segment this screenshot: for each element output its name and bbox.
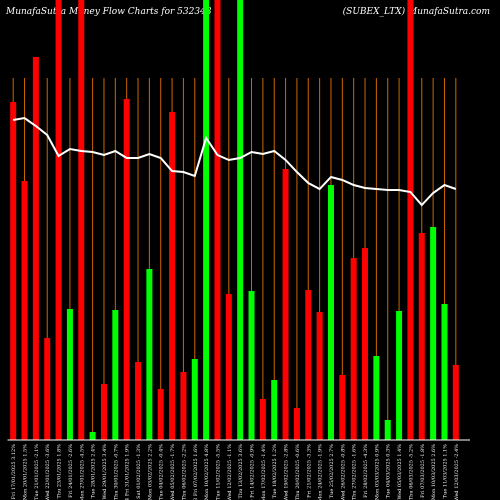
bar <box>373 356 380 440</box>
bar <box>169 112 176 440</box>
x-tick-label: 12 Tue 18/02/2025 1.2% <box>272 444 278 500</box>
x-tick-label: 25 Mon 03/03/2025 0.9% <box>374 444 380 500</box>
bar <box>32 57 39 440</box>
line <box>13 116 457 207</box>
bar <box>225 294 232 440</box>
x-tick-label: 27 Sat 01/02/2025 -1.3% <box>136 444 142 500</box>
x-tick-label: 15 Wed 22/01/2025 -3.6% <box>45 444 51 500</box>
x-tick-label: 23 Thu 30/01/2025 -0.7% <box>113 444 119 500</box>
x-tick-label: 20 Wed 26/02/2025 -0.8% <box>340 444 346 500</box>
bar <box>248 291 255 440</box>
bar <box>89 432 96 440</box>
bar <box>146 269 153 440</box>
chart-title: MunafaSutra Money Flow Charts for 532348 <box>5 7 212 17</box>
bar <box>191 359 198 440</box>
bar <box>203 0 210 440</box>
bar <box>100 384 107 440</box>
x-tick-label: 05 Tue 11/02/2025 -5.5% <box>215 444 221 500</box>
x-tick-label: 27 Tue 04/03/2025 0.3% <box>386 444 392 500</box>
x-tick-label: 04 Fri 07/03/2025 -1.8% <box>420 444 426 500</box>
x-tick-label: 28 Mon 03/02/2025 2.2% <box>147 444 153 500</box>
x-tick-label: 18 Mon 24/02/2025 -1.9% <box>318 444 324 500</box>
plot-area <box>10 0 459 440</box>
x-tick-label: 13 Mon 20/01/2025 1.5% <box>23 444 29 500</box>
bar <box>441 304 448 440</box>
bar <box>259 399 266 440</box>
bar <box>21 181 28 440</box>
bar <box>293 408 300 440</box>
bar <box>55 0 62 440</box>
bar <box>282 169 289 440</box>
bar <box>418 233 425 440</box>
x-tick-label: 10 Fri 14/02/2025 -0.9% <box>250 444 256 500</box>
bar <box>350 258 357 440</box>
bar <box>123 99 130 440</box>
bar <box>78 0 85 440</box>
bar <box>66 309 73 440</box>
x-tick-label: 21 Thu 27/02/2025 -1.6% <box>352 444 358 500</box>
x-tick-label: 20 Mon 27/01/2025 -4.5% <box>79 444 85 500</box>
x-tick-label: 17 Fri 24/01/2025 -2.6% <box>68 444 74 500</box>
bar <box>430 227 437 440</box>
x-tick-label: 29 Tue 04/02/2025 -0.4% <box>159 444 165 500</box>
bar <box>10 102 17 440</box>
x-tick-label: 04 Mon 10/02/2025 4.8% <box>204 444 210 500</box>
x-tick-label: 06 Wed 12/02/2025 -1.1% <box>227 444 233 500</box>
x-tick-label: 31 Thu 06/02/2025 -2.2% <box>181 444 187 500</box>
bar <box>237 0 244 440</box>
x-tick-label: 11 Mon 17/02/2025 -1.4% <box>261 444 267 500</box>
chart-subtitle: (SUBEX_LTX) MunafaSutra.com <box>343 6 490 17</box>
x-tick-label: 22 Wed 29/01/2025 3.4% <box>102 444 108 500</box>
bar <box>112 310 119 440</box>
x-tick-label: 03 Thu 06/03/2025 -5.2% <box>408 444 414 500</box>
x-tick-label: 16 Thu 23/01/2025 1.8% <box>57 444 63 500</box>
x-tick-label: 14 Thu 20/02/2025 -0.6% <box>295 444 301 500</box>
x-tick-label: 19 Tue 25/02/2025 2.7% <box>329 444 335 500</box>
x-tick-label: 30 Wed 05/02/2025 -1.7% <box>170 444 176 500</box>
x-tick-label: 06 Tue 11/03/2025 1.1% <box>442 444 448 500</box>
bar <box>362 248 369 440</box>
x-tick-label: 07 Thu 13/02/2025 3.6% <box>238 444 244 500</box>
bar <box>384 420 391 440</box>
x-tick-label: 24 Fri 31/01/2025 1.9% <box>125 444 131 500</box>
x-tick-label: 21 Tue 28/01/2025 2.4% <box>91 444 97 500</box>
bar <box>452 365 459 440</box>
bar <box>339 375 346 440</box>
bar <box>214 0 221 440</box>
bar <box>271 380 278 440</box>
x-tick-label: 24 Fri 28/02/2025 -4.3% <box>363 444 369 500</box>
x-tick-label: 28 Wed 05/03/2025 1.4% <box>397 444 403 500</box>
bar <box>327 185 334 440</box>
x-tick-label: 05 Mon 10/03/2025 2.6% <box>431 444 437 500</box>
bar <box>44 338 51 440</box>
bar <box>180 372 187 440</box>
bar <box>316 312 323 440</box>
bar <box>157 389 164 440</box>
x-tick-label: 03 Fri 07/02/2025 1.6% <box>193 444 199 500</box>
bar <box>135 362 142 440</box>
x-tick-label: 14 Tue 21/01/2025 -2.1% <box>34 444 40 500</box>
x-tick-label: 17 Fri 21/02/2025 -3.3% <box>306 444 312 500</box>
bar <box>396 311 403 440</box>
x-tick-label: 12 Fri 17/01/2025 3.12% <box>11 444 17 500</box>
bar <box>407 0 414 440</box>
x-tick-label: 13 Wed 19/02/2025 -2.8% <box>284 444 290 500</box>
bar <box>305 290 312 440</box>
x-tick-label: 07 Wed 12/03/2025 -2.4% <box>454 444 460 500</box>
